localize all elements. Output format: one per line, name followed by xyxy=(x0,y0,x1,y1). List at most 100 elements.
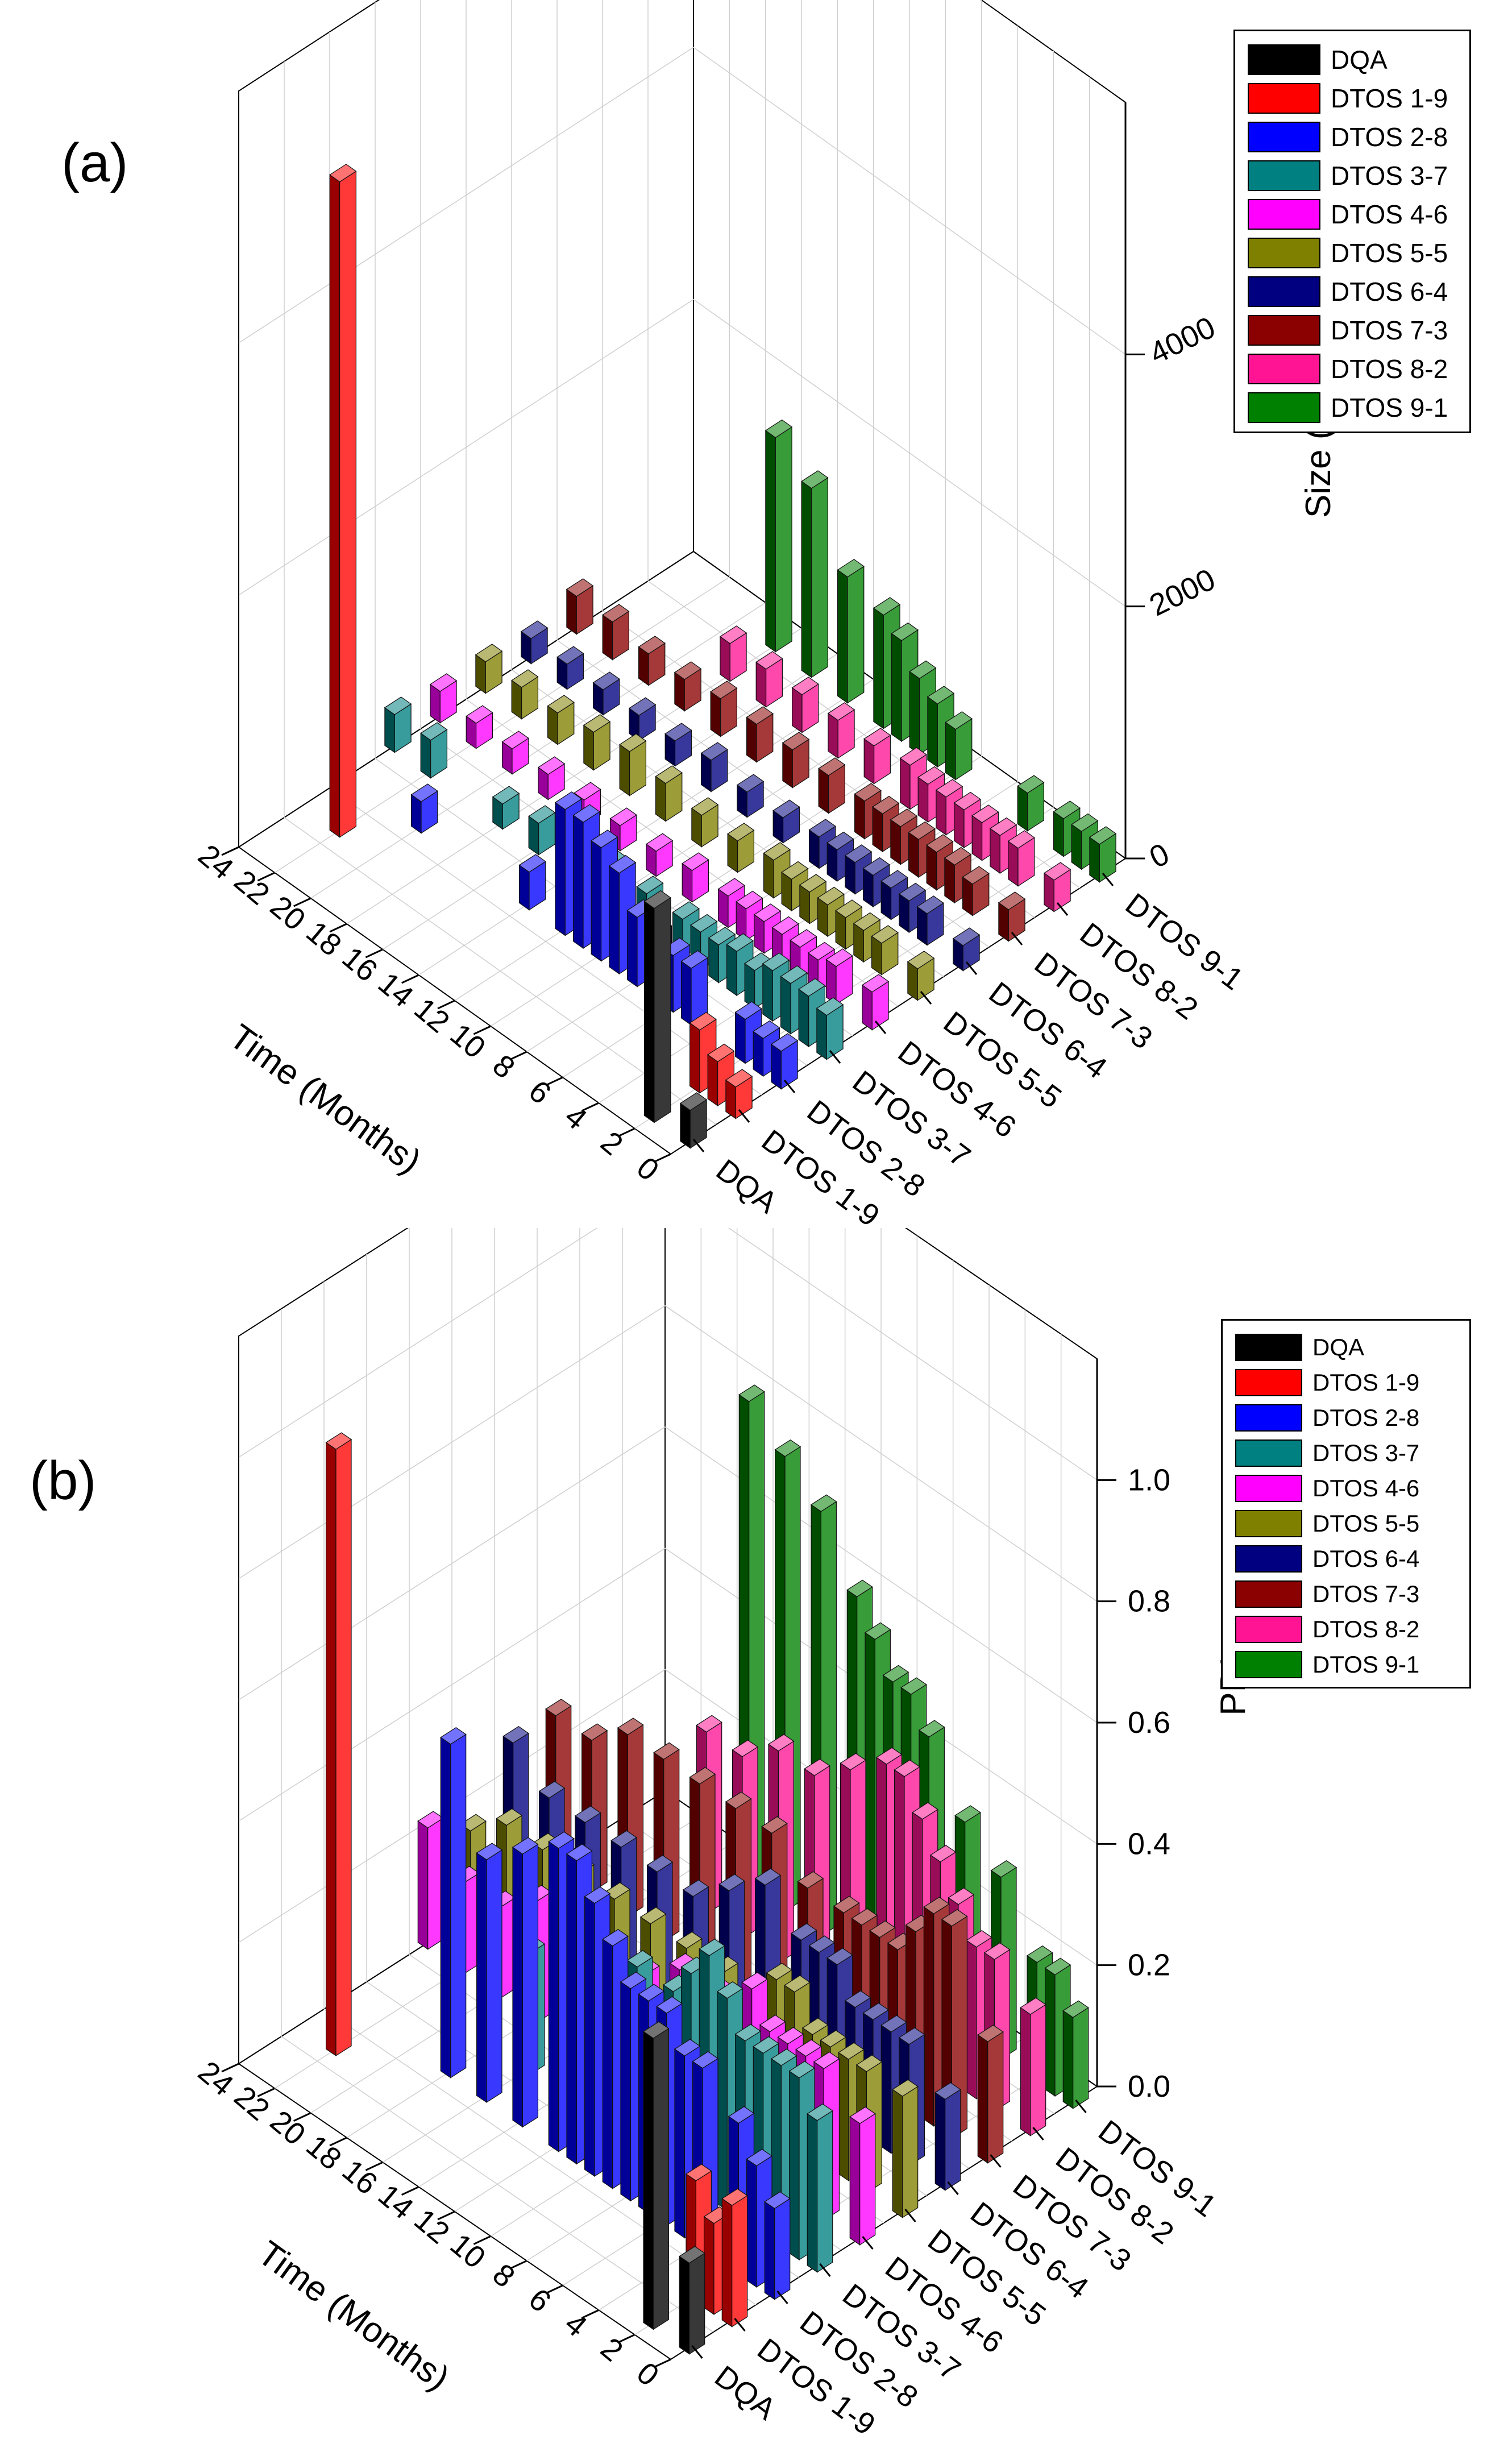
a-bar-top xyxy=(763,842,791,861)
a-bar-top xyxy=(907,951,935,969)
legend-label: DTOS 9-1 xyxy=(1312,1651,1420,1678)
b-bar-top xyxy=(696,1715,722,1733)
legend-item: DTOS 4-6 xyxy=(1235,195,1469,234)
a-bar-top xyxy=(898,882,927,902)
b-bar-side xyxy=(788,2070,800,2261)
a-bar-side xyxy=(1053,811,1064,857)
a-bar xyxy=(782,732,810,789)
b-bar-top xyxy=(900,1677,927,1695)
a-bar-side xyxy=(765,430,776,653)
b-bar-top xyxy=(679,2246,705,2264)
a-bar-top xyxy=(492,786,520,804)
a-bar xyxy=(420,722,448,779)
legend-label: DTOS 8-2 xyxy=(1312,1616,1420,1642)
b-bar xyxy=(721,2188,748,2328)
b-bar-top xyxy=(476,1843,503,1861)
legend-item: DTOS 7-3 xyxy=(1235,311,1469,350)
a-bar-top xyxy=(971,804,999,823)
a-bar-top xyxy=(753,1020,780,1039)
a-bar-top xyxy=(691,797,719,816)
a-bar-top xyxy=(1089,826,1117,845)
a-time-tick-label: 2 xyxy=(594,1125,629,1162)
a-bar-top xyxy=(1043,862,1071,881)
b-bar-top xyxy=(741,1972,768,1990)
a-bar-side xyxy=(828,712,838,759)
a-series-tick xyxy=(1102,873,1114,886)
b-bar-top xyxy=(801,2017,829,2035)
a-bar-side xyxy=(1071,824,1082,870)
legend-item: DTOS 4-6 xyxy=(1223,1471,1469,1506)
b-bar-top xyxy=(912,1802,938,1820)
b-bar-top xyxy=(638,1984,665,2002)
a-bar-top xyxy=(909,660,937,679)
a-bar-top xyxy=(953,791,981,811)
a-bar xyxy=(643,890,671,1123)
b-bar-top xyxy=(718,1873,745,1891)
b-time-tick-label: 24 xyxy=(192,2055,240,2103)
legend-swatch xyxy=(1248,199,1320,230)
a-time-tick xyxy=(545,1076,563,1086)
b-z-tick-label: 0.4 xyxy=(1128,1827,1170,1861)
a-bar-top xyxy=(643,890,671,909)
b-z-tick-label: 0.6 xyxy=(1128,1706,1170,1740)
b-time-tick-label: 18 xyxy=(300,2129,348,2177)
a-bar-side xyxy=(762,963,773,1022)
a-bar xyxy=(710,681,738,737)
a-series-tick xyxy=(965,961,978,975)
a-bar xyxy=(602,604,630,661)
a-bar-front xyxy=(339,171,357,838)
a-time-tick-label: 6 xyxy=(522,1074,558,1111)
a-bar-top xyxy=(574,782,601,800)
a-bar-top xyxy=(880,870,908,889)
a-bar-side xyxy=(854,793,865,840)
b-series-tick xyxy=(819,2263,831,2277)
a-bar-top xyxy=(628,697,657,716)
b-series-tick xyxy=(1032,2127,1044,2140)
a-bar-top xyxy=(871,925,899,944)
a-bar-side xyxy=(971,815,983,861)
legend-swatch xyxy=(1248,238,1320,268)
b-z-tick-label: 0.8 xyxy=(1128,1584,1170,1619)
b-time-tick xyxy=(617,2334,635,2344)
b-bar-top xyxy=(833,1895,860,1914)
a-bar xyxy=(566,578,594,635)
b-bar xyxy=(679,2246,705,2355)
a-bar-side xyxy=(734,1011,746,1064)
b-bar-side xyxy=(703,2216,715,2316)
a-series-tick xyxy=(692,1139,705,1152)
b-bar-side xyxy=(548,1841,559,2152)
b-bar-side xyxy=(679,2255,690,2355)
a-bar-top xyxy=(791,677,819,695)
a-bar-top xyxy=(619,733,647,752)
b-bar-side xyxy=(717,1990,728,2212)
a-series-tick xyxy=(1056,902,1069,916)
a-bar-top xyxy=(466,705,493,724)
a-bar-top xyxy=(998,891,1026,910)
a-time-tick xyxy=(365,948,383,959)
b-bar-top xyxy=(838,2042,865,2060)
b-bar-top xyxy=(761,1816,788,1834)
legend-swatch xyxy=(1248,392,1320,423)
a-bar-top xyxy=(583,714,611,733)
a-bar xyxy=(1017,775,1045,832)
b-bar-top xyxy=(676,1931,703,1949)
a-bar-top xyxy=(1071,813,1099,832)
a-bar-side xyxy=(782,742,793,789)
a-bar xyxy=(861,974,890,1031)
legend-swatch xyxy=(1248,315,1320,346)
a-bar-top xyxy=(329,164,357,182)
a-bar-side xyxy=(873,607,884,729)
a-bar-side xyxy=(909,671,920,755)
legend-b: DQA DTOS 1-9 DTOS 2-8 DTOS 3-7 DTOS 4-6 DTOS … xyxy=(1221,1319,1471,1688)
legend-swatch xyxy=(1235,1651,1302,1678)
a-bar-side xyxy=(936,789,946,836)
a-bar-side xyxy=(863,738,875,785)
b-bar-top xyxy=(766,1963,793,1981)
b-bar-top xyxy=(764,2191,791,2209)
b-bar-front xyxy=(653,2027,670,2330)
b-z-tick-label: 1.0 xyxy=(1128,1463,1170,1497)
a-bar-top xyxy=(755,651,783,670)
a-bar-top xyxy=(944,847,972,866)
